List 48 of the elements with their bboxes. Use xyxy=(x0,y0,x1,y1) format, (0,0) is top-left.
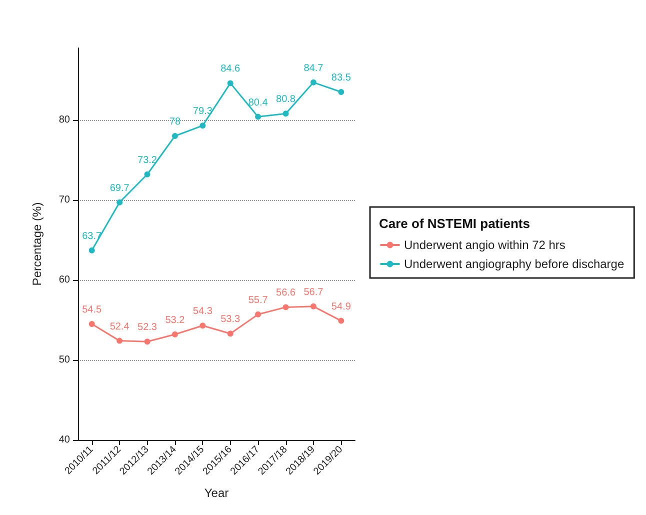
data-label: 54.9 xyxy=(331,301,352,312)
data-label: 53.3 xyxy=(220,314,241,326)
data-label: 55.7 xyxy=(248,294,268,306)
data-label: 54.5 xyxy=(82,304,102,316)
point xyxy=(310,79,316,86)
data-label: 80.8 xyxy=(276,94,296,106)
point xyxy=(338,318,344,324)
data-label: 84.7 xyxy=(304,62,324,74)
point xyxy=(200,122,206,129)
data-label: 56.6 xyxy=(276,288,296,299)
y-tick-label: 80 xyxy=(58,114,70,126)
point xyxy=(282,110,289,117)
y-axis-title: Percentage (%) xyxy=(30,202,44,286)
legend-label: Underwent angiography before discharge xyxy=(404,257,624,271)
point xyxy=(172,331,178,338)
point xyxy=(88,247,95,254)
point xyxy=(88,321,95,327)
point xyxy=(172,133,178,139)
y-tick-label: 40 xyxy=(58,434,70,446)
point xyxy=(116,338,123,344)
point xyxy=(255,311,262,318)
y-tick-label: 50 xyxy=(58,354,70,366)
data-label: 84.6 xyxy=(220,64,241,75)
data-label: 52.4 xyxy=(110,321,130,332)
point xyxy=(227,330,234,337)
data-label: 69.7 xyxy=(110,182,130,194)
point xyxy=(227,80,234,86)
data-label: 54.3 xyxy=(192,306,213,318)
point xyxy=(338,89,344,95)
data-label: 80.4 xyxy=(248,97,268,108)
data-label: 83.5 xyxy=(331,72,352,84)
point xyxy=(255,114,262,120)
data-label: 78 xyxy=(169,116,181,128)
point xyxy=(144,338,150,345)
data-label: 73.2 xyxy=(138,154,158,166)
point xyxy=(310,303,316,310)
point xyxy=(116,199,123,206)
point xyxy=(144,171,150,178)
data-label: 56.7 xyxy=(304,286,324,298)
legend-label: Underwent angio within 72 hrs xyxy=(404,238,566,252)
point xyxy=(282,304,289,310)
legend-title: Care of NSTEMI patients xyxy=(379,216,530,231)
y-tick-label: 70 xyxy=(58,194,70,206)
y-tick-label: 60 xyxy=(58,274,70,286)
data-label: 53.2 xyxy=(165,314,186,326)
point xyxy=(200,322,206,329)
x-axis-title: Year xyxy=(204,486,229,500)
data-label: 52.3 xyxy=(138,322,158,334)
